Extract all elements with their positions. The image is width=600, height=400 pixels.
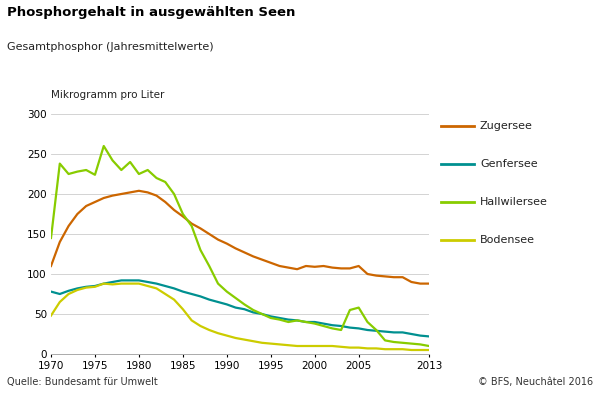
Text: Quelle: Bundesamt für Umwelt: Quelle: Bundesamt für Umwelt bbox=[7, 377, 158, 387]
Text: © BFS, Neuchâtel 2016: © BFS, Neuchâtel 2016 bbox=[478, 377, 593, 387]
Text: Hallwilersee: Hallwilersee bbox=[480, 197, 548, 207]
Text: Bodensee: Bodensee bbox=[480, 235, 535, 245]
Text: Phosphorgehalt in ausgewählten Seen: Phosphorgehalt in ausgewählten Seen bbox=[7, 6, 296, 19]
Text: Mikrogramm pro Liter: Mikrogramm pro Liter bbox=[51, 90, 164, 100]
Text: Zugersee: Zugersee bbox=[480, 121, 533, 131]
Text: Gesamtphosphor (Jahresmittelwerte): Gesamtphosphor (Jahresmittelwerte) bbox=[7, 42, 214, 52]
Text: Genfersee: Genfersee bbox=[480, 159, 538, 169]
